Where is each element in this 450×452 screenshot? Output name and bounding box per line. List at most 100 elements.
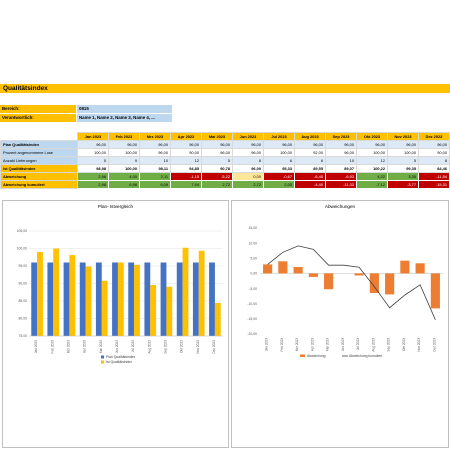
deviation-bar bbox=[385, 273, 394, 294]
verantwortlich-label: Verantwortlich: bbox=[0, 114, 76, 122]
x-tick-label: Jan 2023 bbox=[34, 340, 38, 353]
table-cell[interactable]: 12 bbox=[357, 157, 388, 165]
table-cell[interactable]: 96,00 bbox=[109, 141, 140, 149]
table-cell[interactable]: 5 bbox=[388, 157, 419, 165]
table-cell[interactable]: 96,00 bbox=[326, 141, 357, 149]
table-cell[interactable]: -15,31 bbox=[419, 181, 450, 189]
table-cell[interactable]: 12 bbox=[171, 157, 202, 165]
table-cell[interactable]: 89,07 bbox=[326, 165, 357, 173]
table-cell[interactable]: -6,45 bbox=[295, 173, 326, 181]
table-cell[interactable]: 6 bbox=[264, 157, 295, 165]
deviation-bar bbox=[431, 273, 440, 308]
x-tick-label: Jun 2023 bbox=[115, 340, 119, 353]
y-tick-label: 75,00 bbox=[19, 334, 28, 338]
plan-bar bbox=[144, 263, 150, 337]
table-cell[interactable]: 2,11 bbox=[140, 173, 171, 181]
table-cell[interactable]: 3,35 bbox=[388, 173, 419, 181]
table-cell[interactable]: 96,00 bbox=[357, 141, 388, 149]
table-cell[interactable]: 5 bbox=[78, 157, 109, 165]
table-cell[interactable]: 9 bbox=[109, 157, 140, 165]
table-cell[interactable]: 9,09 bbox=[140, 181, 171, 189]
table-cell[interactable]: -3,77 bbox=[388, 181, 419, 189]
table-cell[interactable]: -6,93 bbox=[326, 173, 357, 181]
table-cell[interactable]: 100,00 bbox=[264, 149, 295, 157]
table-cell[interactable]: -7,12 bbox=[357, 181, 388, 189]
table-cell[interactable]: 10 bbox=[326, 157, 357, 165]
table-cell[interactable]: 100,00 bbox=[357, 149, 388, 157]
table-cell[interactable]: 92,00 bbox=[295, 149, 326, 157]
table-cell[interactable]: 96,00 bbox=[140, 141, 171, 149]
table-cell[interactable]: 89,55 bbox=[295, 165, 326, 173]
table-cell[interactable]: 98,11 bbox=[140, 165, 171, 173]
table-cell[interactable]: 96,00 bbox=[78, 141, 109, 149]
table-cell[interactable]: 96,00 bbox=[233, 165, 264, 173]
table-cell[interactable]: 100,00 bbox=[109, 149, 140, 157]
month-header: Mai 2023 bbox=[202, 133, 233, 141]
table-cell[interactable]: 94,85 bbox=[171, 165, 202, 173]
table-cell[interactable]: 90,00 bbox=[419, 149, 450, 157]
table-cell[interactable]: 4,00 bbox=[109, 173, 140, 181]
table-cell[interactable]: 2,72 bbox=[233, 181, 264, 189]
table-cell[interactable]: 96,00 bbox=[295, 141, 326, 149]
verantwortlich-value[interactable]: Name 1, Name 2, Name 3, Name 4, ... bbox=[77, 114, 172, 122]
table-cell[interactable]: 96,00 bbox=[326, 149, 357, 157]
table-cell[interactable]: 98,98 bbox=[78, 165, 109, 173]
table-cell[interactable]: 8 bbox=[233, 157, 264, 165]
table-cell[interactable]: 96,00 bbox=[264, 141, 295, 149]
table-cell[interactable]: 90,00 bbox=[171, 149, 202, 157]
table-cell[interactable]: 4,22 bbox=[357, 173, 388, 181]
x-tick-label: Mrz 2023 bbox=[295, 338, 299, 352]
month-header: Jan 2023 bbox=[78, 133, 109, 141]
x-tick-label: Mrz 2023 bbox=[66, 340, 70, 354]
table-cell[interactable]: 8 bbox=[419, 157, 450, 165]
table-cell[interactable]: 96,00 bbox=[419, 141, 450, 149]
table-cell[interactable]: 96,00 bbox=[233, 149, 264, 157]
table-cell[interactable]: 90,78 bbox=[202, 165, 233, 173]
table-cell[interactable]: -5,22 bbox=[202, 173, 233, 181]
table-cell[interactable]: 96,00 bbox=[202, 149, 233, 157]
table-cell[interactable]: 0,00 bbox=[233, 173, 264, 181]
table-cell[interactable]: 2,98 bbox=[78, 181, 109, 189]
table-cell[interactable]: 96,00 bbox=[202, 141, 233, 149]
table-cell[interactable]: 95,33 bbox=[264, 165, 295, 173]
row-label: Abweichung bbox=[1, 173, 78, 181]
table-cell[interactable]: 96,00 bbox=[171, 141, 202, 149]
table-cell[interactable]: 100,22 bbox=[357, 165, 388, 173]
month-header: Dez 2023 bbox=[419, 133, 450, 141]
month-header: Mrz 2023 bbox=[140, 133, 171, 141]
ist-bar bbox=[183, 248, 189, 336]
table-cell[interactable]: 6,98 bbox=[109, 181, 140, 189]
table-cell[interactable]: -11,54 bbox=[419, 173, 450, 181]
table-cell[interactable]: -0,67 bbox=[264, 173, 295, 181]
table-cell[interactable]: 100,00 bbox=[78, 149, 109, 157]
table-cell[interactable]: 96,00 bbox=[140, 149, 171, 157]
table-cell[interactable]: 96,00 bbox=[388, 141, 419, 149]
table-cell[interactable]: 96,00 bbox=[233, 141, 264, 149]
table-cell[interactable]: 2,05 bbox=[264, 181, 295, 189]
y-tick-label: 15,00 bbox=[249, 226, 258, 230]
legend-swatch bbox=[101, 361, 104, 364]
x-tick-label: Mai 2023 bbox=[326, 338, 330, 351]
table-cell[interactable]: 5 bbox=[202, 157, 233, 165]
table-cell[interactable]: 100,00 bbox=[109, 165, 140, 173]
table-cell[interactable]: -4,40 bbox=[295, 181, 326, 189]
table-cell[interactable]: -11,33 bbox=[326, 181, 357, 189]
table-cell[interactable]: 84,46 bbox=[419, 165, 450, 173]
row-label: Prozent angenommene Lose bbox=[1, 149, 78, 157]
deviation-bar bbox=[355, 273, 364, 275]
table-cell[interactable]: 7,94 bbox=[171, 181, 202, 189]
table-cell[interactable]: 100,00 bbox=[388, 149, 419, 157]
x-tick-label: Jul 2023 bbox=[131, 340, 135, 352]
table-cell[interactable]: 10 bbox=[140, 157, 171, 165]
plan-bar bbox=[177, 263, 183, 337]
y-tick-label: -5,00 bbox=[249, 287, 257, 291]
bereich-value[interactable]: 0815 bbox=[77, 105, 172, 113]
table-cell[interactable]: -1,15 bbox=[171, 173, 202, 181]
table-cell[interactable]: 2,98 bbox=[78, 173, 109, 181]
plan-bar bbox=[193, 263, 199, 337]
table-cell[interactable]: 8 bbox=[295, 157, 326, 165]
table-cell[interactable]: 2,72 bbox=[202, 181, 233, 189]
table-cell[interactable]: 99,35 bbox=[388, 165, 419, 173]
